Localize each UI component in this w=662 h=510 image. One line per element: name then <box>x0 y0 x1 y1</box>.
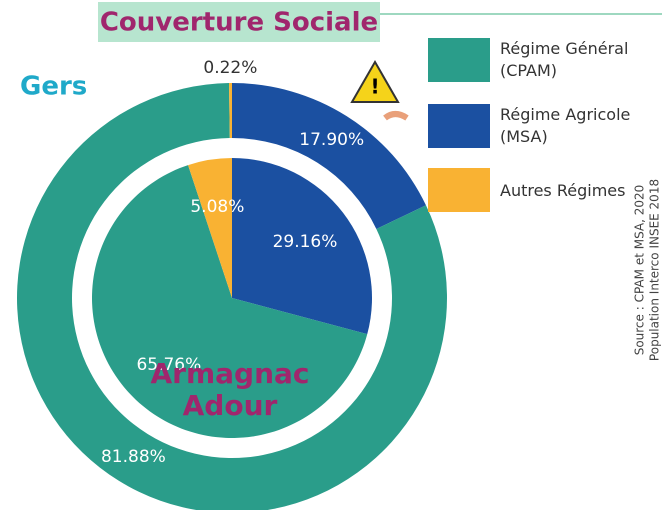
value-label: 65.76% <box>136 355 201 375</box>
legend-label: Régime Agricole (MSA) <box>500 105 631 146</box>
legend-label: Autres Régimes <box>500 181 626 200</box>
svg-text:!: ! <box>370 75 379 99</box>
legend-swatch <box>428 104 490 148</box>
legend-swatch <box>428 38 490 82</box>
source: Population Interco INSEE 2018 <box>648 179 662 361</box>
value-label: 17.90% <box>299 130 364 150</box>
value-label: 5.08% <box>190 197 244 217</box>
value-label: 29.16% <box>273 232 338 252</box>
value-label: 81.88% <box>101 447 166 467</box>
inner-series-name: Armagnac Adour <box>150 357 310 422</box>
value-label: 0.22% <box>203 58 257 78</box>
slice <box>92 165 368 439</box>
title-box <box>98 2 380 42</box>
slice <box>188 158 232 298</box>
outer-series-name: Gers <box>20 72 87 102</box>
warning-icon: ! <box>350 59 409 121</box>
legend-swatch <box>428 168 490 212</box>
slice <box>232 83 426 229</box>
chart-title: Couverture Sociale <box>100 8 378 38</box>
source: Source : CPAM et MSA, 2020 <box>633 185 647 356</box>
legend-label: Régime Général (CPAM) <box>500 39 629 80</box>
slice <box>229 83 232 139</box>
slice <box>232 158 372 335</box>
